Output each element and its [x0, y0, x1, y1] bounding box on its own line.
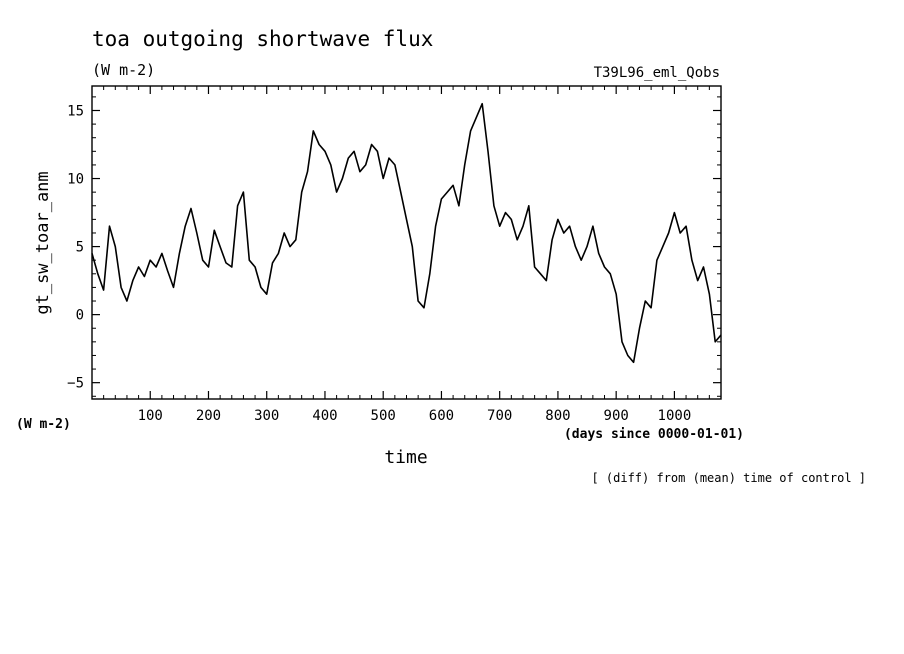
y-tick-label: 5 [76, 240, 84, 256]
chart-title: toa outgoing shortwave flux [92, 27, 433, 51]
x-axis-label: time [384, 447, 427, 468]
title-units: (W m-2) [92, 61, 155, 79]
x-tick-label: 400 [312, 408, 337, 424]
x-tick-labels: 100 200 300 400 500 600 700 800 900 1000 [138, 408, 692, 424]
run-label: T39L96_eml_Qobs [594, 65, 720, 81]
y-axis-label: gt_sw_toar_anm [33, 171, 53, 314]
x-tick-label: 800 [545, 408, 570, 424]
x-tick-label: 600 [429, 408, 454, 424]
y-units-label: (W m-2) [16, 417, 71, 432]
x-units-label: (days since 0000-01-01) [564, 427, 744, 442]
x-tick-label: 100 [138, 408, 163, 424]
comparison-note: [ (diff) from (mean) time of control ] [591, 471, 866, 485]
y-tick-label: 0 [76, 308, 84, 324]
y-tick-labels: −5 0 5 10 15 [67, 103, 84, 391]
x-tick-label: 200 [196, 408, 221, 424]
series-line [91, 102, 722, 364]
x-tick-label: 900 [604, 408, 629, 424]
y-tick-label: 15 [67, 103, 84, 119]
y-tick-label: 10 [67, 172, 84, 188]
plot-frame [91, 85, 722, 400]
x-tick-label: 500 [371, 408, 396, 424]
y-tick-label: −5 [67, 376, 84, 392]
x-tick-label: 300 [254, 408, 279, 424]
x-tick-label: 1000 [658, 408, 692, 424]
x-tick-label: 700 [487, 408, 512, 424]
